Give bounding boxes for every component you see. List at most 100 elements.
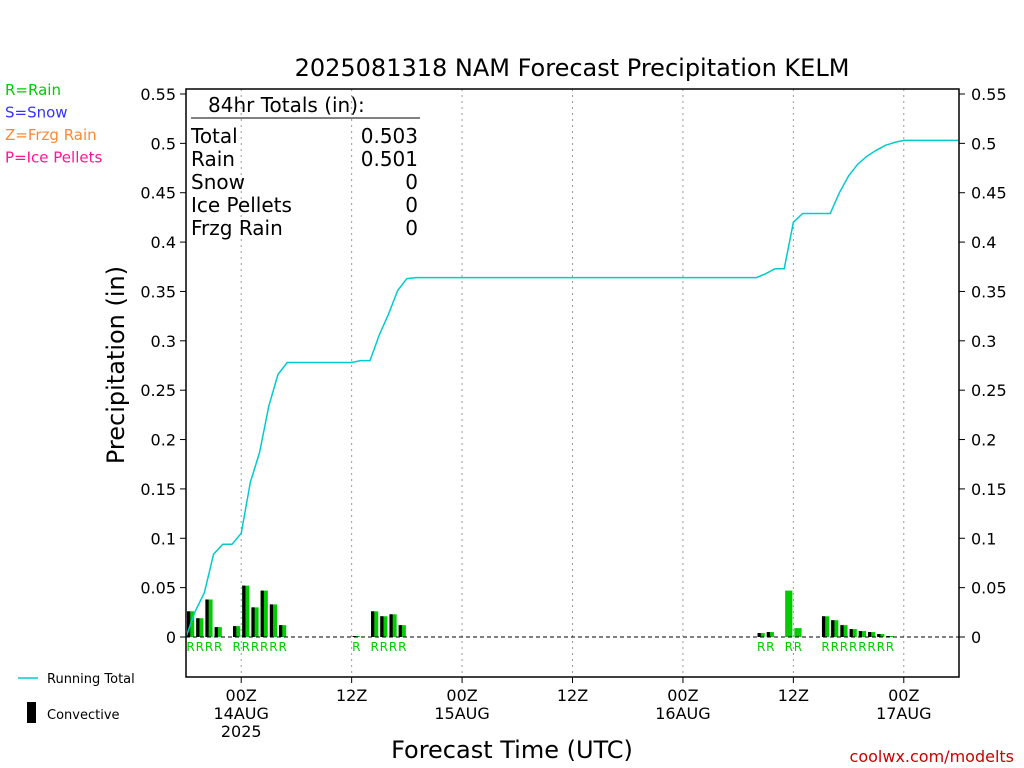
- convective-bar: [380, 616, 384, 637]
- y-tick-label-right: 0.45: [971, 184, 1007, 203]
- y-tick-label-left: 0.35: [140, 282, 176, 301]
- ptype-legend: R=Rain S=Snow Z=Frzg Rain P=Ice Pellets: [5, 81, 102, 167]
- ptype-label: R: [886, 640, 894, 654]
- x-tick-date: 15AUG: [434, 704, 489, 723]
- precip-bar: [877, 634, 885, 637]
- precip-bar: [794, 628, 802, 637]
- ptype-label: R: [840, 640, 848, 654]
- precip-bar: [269, 604, 278, 637]
- y-tick-label-left: 0.1: [151, 529, 176, 548]
- totals-row-value: 0: [405, 216, 418, 240]
- convective-bar: [196, 618, 200, 637]
- precip-bar: [251, 607, 259, 637]
- x-tick-label: 00Z: [446, 686, 477, 705]
- y-axis-label: Precipitation (in): [102, 266, 130, 464]
- running-total-line: [185, 139, 959, 638]
- ptype-label: R: [849, 640, 857, 654]
- precip-bar: [398, 625, 406, 637]
- precip-bar: [766, 632, 774, 637]
- totals-row-label: Ice Pellets: [191, 193, 292, 217]
- convective-bar: [821, 616, 826, 637]
- convective-bar: [867, 632, 872, 637]
- convective-bar: [371, 611, 375, 637]
- convective-bar: [251, 607, 255, 637]
- credit-link[interactable]: coolwx.com/modelts: [850, 747, 1014, 766]
- y-tick-label-left: 0.2: [151, 431, 176, 450]
- y-tick-label-right: 0.3: [971, 332, 996, 351]
- precip-bar: [371, 611, 379, 637]
- ptype-label: R: [794, 640, 802, 654]
- y-tick-label-left: 0.4: [151, 233, 176, 252]
- ptype-legend-item: Z=Frzg Rain: [5, 126, 97, 144]
- ptype-label: R: [766, 640, 774, 654]
- y-tick-label-left: 0.05: [140, 579, 176, 598]
- y-tick-label-right: 0.1: [971, 529, 996, 548]
- chart-title: 2025081318 NAM Forecast Precipitation KE…: [295, 54, 850, 82]
- convective-bar: [840, 625, 844, 637]
- y-tick-label-left: 0.5: [151, 134, 176, 153]
- totals-heading: 84hr Totals (in):: [208, 93, 365, 117]
- y-tick-label-right: 0.2: [971, 431, 996, 450]
- convective-bar: [187, 611, 191, 637]
- ptype-label: R: [232, 640, 240, 654]
- convective-legend-label: Convective: [47, 708, 120, 723]
- precip-bar: [840, 625, 848, 637]
- ptype-label: R: [821, 640, 829, 654]
- precip-bar: [260, 590, 268, 637]
- y-tick-label-right: 0.35: [971, 282, 1007, 301]
- y-tick-label-right: 0.15: [971, 480, 1007, 499]
- precip-bar: [196, 618, 204, 637]
- ptype-label: R: [260, 640, 268, 654]
- precip-bars: [187, 585, 894, 637]
- x-tick-date: 14AUG: [214, 704, 269, 723]
- ptype-legend-item: P=Ice Pellets: [5, 149, 102, 167]
- precip-bar: [205, 599, 213, 637]
- y-tick-label-left: 0.45: [140, 184, 176, 203]
- ptype-label: R: [757, 640, 765, 654]
- y-tick-label-right: 0: [971, 628, 981, 647]
- ptype-label: R: [186, 640, 194, 654]
- ptype-label: R: [214, 640, 222, 654]
- precip-bar: [242, 585, 250, 637]
- x-tick-date: 16AUG: [655, 704, 710, 723]
- y-tick-label-right: 0.55: [971, 85, 1007, 104]
- ptype-label: R: [831, 640, 839, 654]
- precip-bar: [785, 590, 793, 637]
- totals-row-value: 0.501: [361, 147, 418, 171]
- grid-lines: [240, 89, 905, 677]
- precip-bar: [821, 616, 830, 637]
- convective-bar: [233, 626, 237, 637]
- convective-bar: [877, 634, 881, 637]
- convective-bar: [858, 631, 863, 637]
- convective-bar: [398, 625, 402, 637]
- precip-bar: [757, 633, 765, 637]
- ptype-label: R: [278, 640, 286, 654]
- precip-bar: [279, 625, 287, 637]
- convective-bar: [831, 620, 835, 637]
- totals-row-label: Total: [190, 124, 238, 148]
- y-tick-label-left: 0.25: [140, 381, 176, 400]
- ptype-label: R: [877, 640, 885, 654]
- totals-row-label: Snow: [191, 170, 245, 194]
- y-tick-label-right: 0.4: [971, 233, 996, 252]
- ptype-label: R: [196, 640, 204, 654]
- y-tick-label-right: 0.05: [971, 579, 1007, 598]
- y-tick-label-left: 0.55: [140, 85, 176, 104]
- ptype-label: R: [205, 640, 213, 654]
- x-tick-year: 2025: [221, 722, 262, 741]
- y-axis-ticks: 0 0 0.05 0.05 0.1 0.1 0.15 0.15 0.2 0.2 0.25 0.25 0.…: [140, 85, 1006, 647]
- precip-bar: [380, 616, 388, 637]
- ptype-label: R: [370, 640, 378, 654]
- x-tick-label: 00Z: [226, 686, 257, 705]
- ptype-label: R: [269, 640, 277, 654]
- convective-bar: [214, 627, 218, 637]
- y-tick-label-right: 0.25: [971, 381, 1007, 400]
- x-tick-date: 17AUG: [876, 704, 931, 723]
- totals-row-value: 0.503: [361, 124, 418, 148]
- y-tick-label-left: 0.15: [140, 480, 176, 499]
- totals-row-label: Frzg Rain: [191, 216, 283, 240]
- precip-bar: [849, 629, 857, 637]
